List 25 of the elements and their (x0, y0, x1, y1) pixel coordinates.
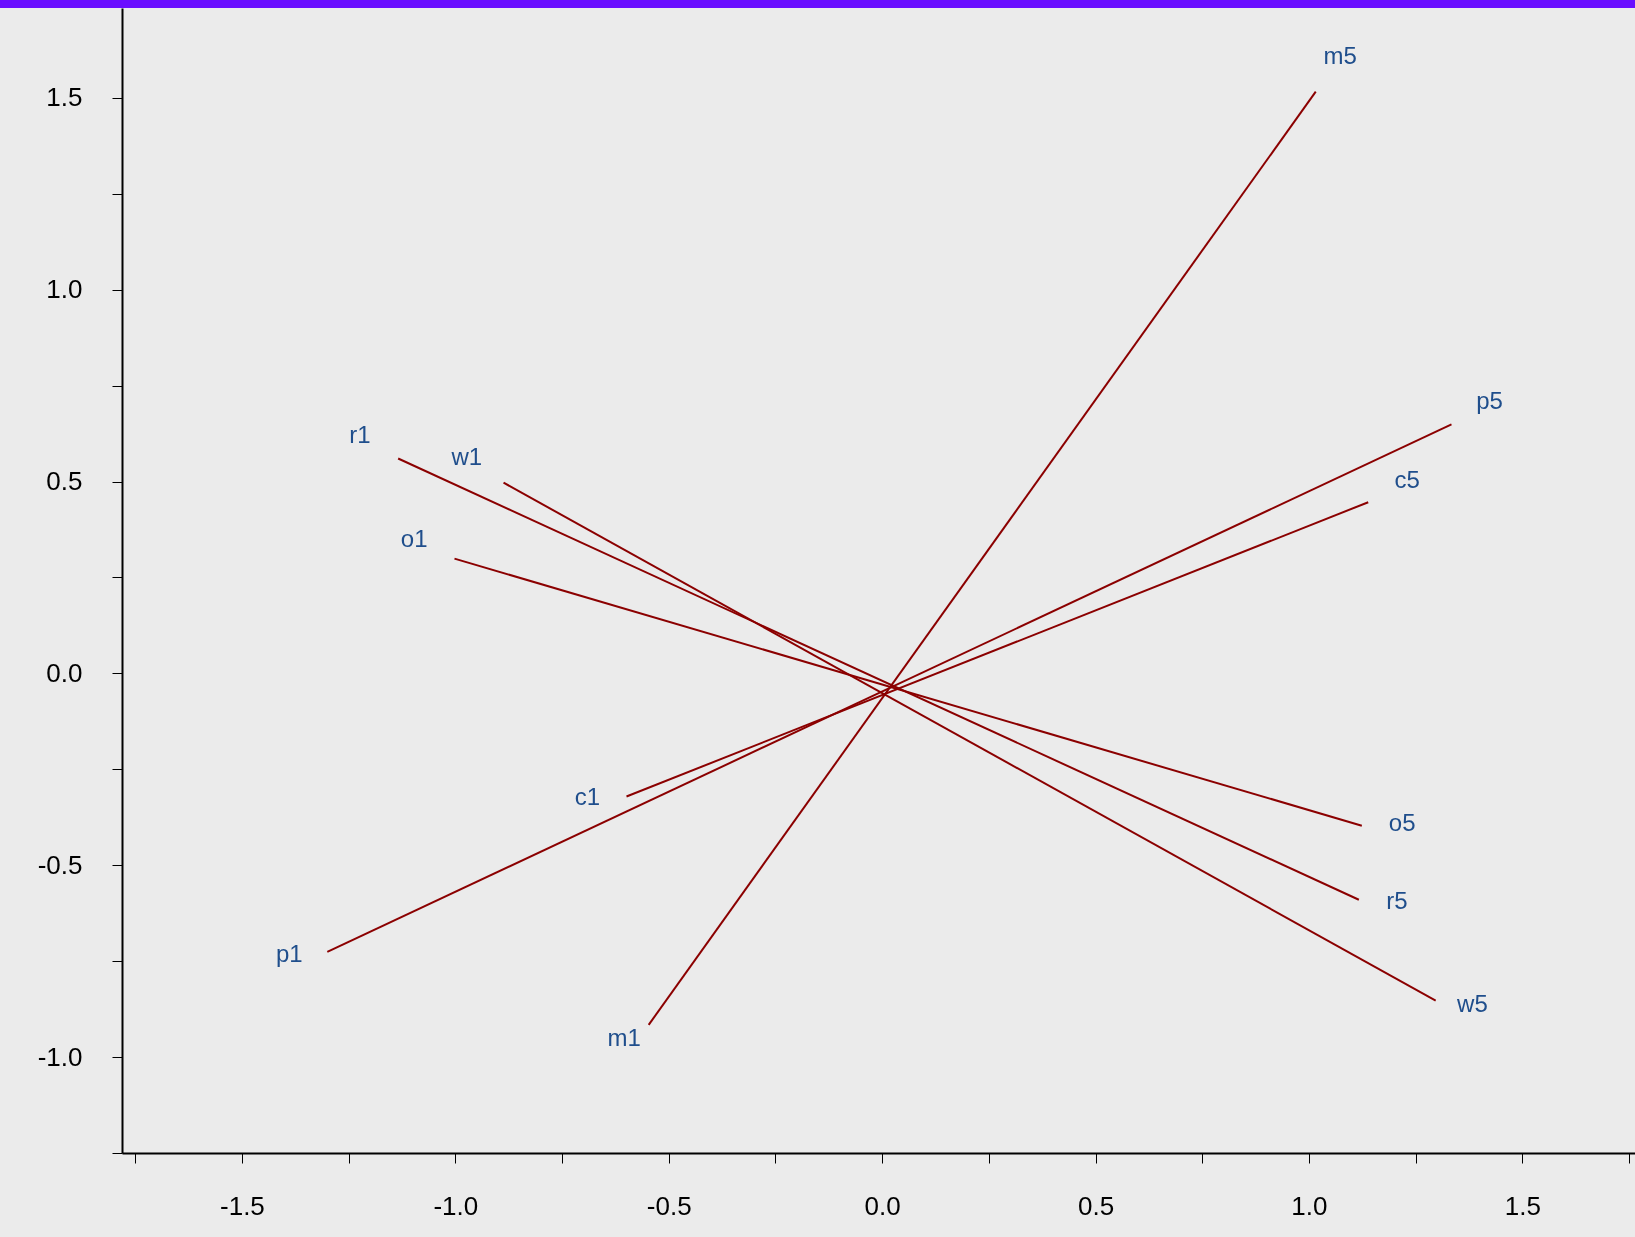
annotation: p1 (275, 939, 303, 967)
x-tick-label: -1.5 (220, 1190, 265, 1221)
y-tick-label: -0.5 (37, 849, 83, 880)
y-tick-label: 0.0 (46, 657, 83, 688)
x-tick-label: 0.0 (864, 1190, 901, 1221)
annotation: o1 (400, 525, 428, 553)
y-tick-label: 0.5 (46, 466, 83, 496)
x-tick-label: 1.5 (1504, 1190, 1541, 1221)
annotation: w5 (1456, 990, 1488, 1018)
annotation: m5 (1323, 42, 1357, 70)
annotation: c1 (574, 782, 601, 810)
annotation: r1 (349, 420, 371, 448)
y-tick-label: 1.5 (46, 82, 83, 113)
annotation: w1 (450, 443, 483, 471)
x-tick-label: 0.5 (1077, 1190, 1115, 1221)
annotation: c5 (1394, 466, 1420, 494)
annotation: p5 (1476, 386, 1503, 414)
annotation: m1 (607, 1024, 641, 1052)
annotation: r5 (1386, 887, 1408, 915)
x-tick-label: 1.0 (1291, 1190, 1328, 1221)
y-tick-label: 1.0 (46, 274, 83, 305)
x-tick-label: -1.0 (433, 1190, 479, 1221)
annotation: o5 (1388, 809, 1416, 837)
y-tick-label: -1.0 (37, 1041, 83, 1072)
x-tick-label: -0.5 (646, 1190, 692, 1221)
